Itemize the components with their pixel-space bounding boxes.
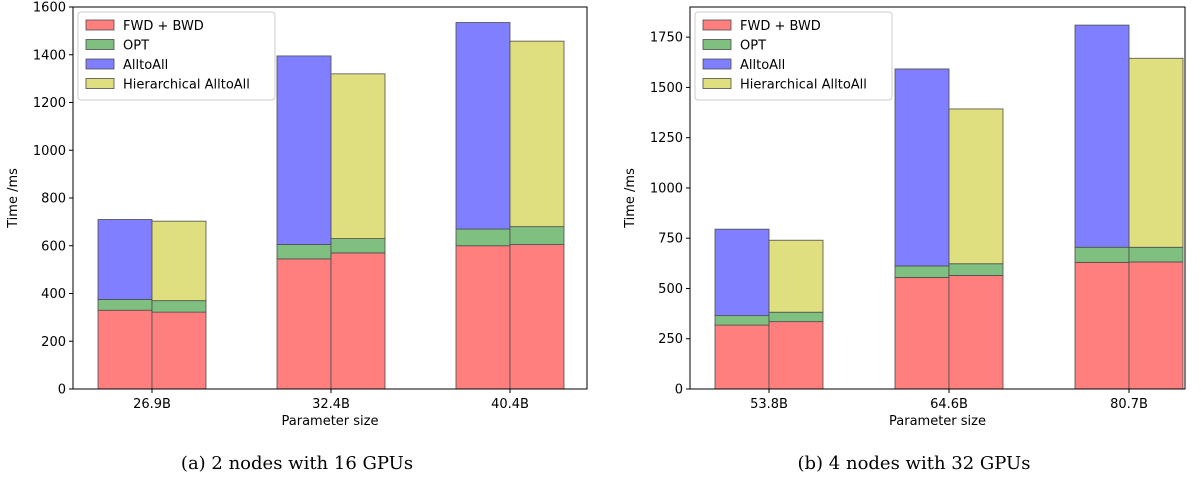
legend-swatch-1 [85, 39, 115, 50]
bar-hierarchical-hierarchical-alltoall-1 [330, 73, 386, 239]
bar-alltoall-alltoall-0 [97, 219, 153, 300]
bar-alltoall-fwd-bwd-0 [97, 309, 153, 390]
bar-hierarchical-opt-0 [768, 311, 824, 323]
x-axis-label: Parameter size [282, 414, 379, 429]
legend-label-3: Hierarchical AlltoAll [123, 78, 250, 93]
bar-alltoall-alltoall-2 [1074, 24, 1130, 248]
y-tick-label: 1000 [650, 181, 683, 196]
legend-swatch-1 [702, 39, 732, 50]
legend-label-3: Hierarchical AlltoAll [740, 78, 867, 93]
bar-alltoall-alltoall-2 [455, 22, 511, 230]
y-tick-label: 400 [41, 287, 66, 302]
bar-alltoall-fwd-bwd-1 [276, 258, 332, 390]
bar-alltoall-opt-2 [455, 228, 511, 247]
bar-alltoall-fwd-bwd-2 [1074, 261, 1130, 390]
bar-hierarchical-fwd-bwd-1 [948, 275, 1004, 390]
y-axis-label: Time /ms [623, 168, 638, 229]
bar-hierarchical-fwd-bwd-2 [509, 244, 565, 390]
bar-alltoall-opt-2 [1074, 246, 1130, 263]
legend-swatch-0 [85, 19, 115, 31]
bar-hierarchical-hierarchical-alltoall-0 [151, 220, 207, 302]
bar-alltoall-fwd-bwd-0 [714, 324, 770, 390]
legend-label-1: OPT [740, 39, 766, 54]
y-tick-label: 0 [675, 383, 683, 398]
legend-swatch-3 [702, 78, 732, 89]
legend-box [694, 11, 893, 101]
legend-swatch-2 [702, 58, 732, 70]
bar-hierarchical-opt-2 [1128, 246, 1184, 263]
y-tick-label: 600 [41, 239, 66, 254]
bar-hierarchical-fwd-bwd-0 [151, 311, 207, 390]
bar-alltoall-opt-1 [276, 244, 332, 260]
y-tick-label: 800 [41, 192, 66, 207]
y-tick-label: 1000 [33, 144, 66, 159]
x-axis-label: Parameter size [889, 414, 986, 429]
bar-hierarchical-opt-1 [948, 263, 1004, 276]
x-tick-label: 80.7B [1110, 397, 1148, 412]
x-tick-label: 26.9B [133, 397, 171, 412]
y-tick-label: 1200 [33, 96, 66, 111]
bar-hierarchical-hierarchical-alltoall-1 [948, 108, 1004, 265]
bar-hierarchical-hierarchical-alltoall-2 [1128, 57, 1184, 248]
y-tick-label: 500 [658, 282, 683, 297]
y-tick-label: 1500 [650, 81, 683, 96]
legend-label-0: FWD + BWD [123, 19, 204, 34]
caption-b: (b) 4 nodes with 32 GPUs [798, 453, 1031, 474]
bar-hierarchical-opt-2 [509, 226, 565, 245]
bar-hierarchical-opt-0 [151, 300, 207, 313]
bar-alltoall-opt-1 [894, 265, 950, 278]
x-tick-label: 32.4B [312, 397, 350, 412]
bar-alltoall-opt-0 [714, 315, 770, 326]
legend-swatch-0 [702, 19, 732, 31]
axes-frame [689, 6, 1186, 390]
y-tick-label: 1250 [650, 131, 683, 146]
x-tick-label: 53.8B [750, 397, 788, 412]
y-tick-label: 250 [658, 332, 683, 347]
bar-alltoall-alltoall-1 [276, 55, 332, 245]
legend-box [77, 11, 276, 101]
y-tick-label: 200 [41, 335, 66, 350]
y-axis-label: Time /ms [6, 168, 21, 229]
bar-alltoall-fwd-bwd-1 [894, 277, 950, 390]
y-tick-label: 1750 [650, 31, 683, 46]
legend-swatch-2 [85, 58, 115, 70]
caption-a: (a) 2 nodes with 16 GPUs [181, 453, 413, 474]
y-tick-label: 0 [58, 383, 66, 398]
bar-hierarchical-hierarchical-alltoall-2 [509, 40, 565, 228]
bar-hierarchical-opt-1 [330, 238, 386, 254]
bar-hierarchical-fwd-bwd-0 [768, 321, 824, 390]
y-tick-label: 1600 [33, 1, 66, 16]
bar-alltoall-alltoall-0 [714, 228, 770, 317]
legend-label-2: AlltoAll [740, 58, 785, 73]
bar-alltoall-opt-0 [97, 299, 153, 311]
legend-label-0: FWD + BWD [740, 19, 821, 34]
bar-hierarchical-fwd-bwd-2 [1128, 261, 1184, 390]
bar-hierarchical-fwd-bwd-1 [330, 252, 386, 390]
legend-label-1: OPT [123, 39, 149, 54]
bar-alltoall-fwd-bwd-2 [455, 245, 511, 390]
bar-alltoall-alltoall-1 [894, 68, 950, 267]
y-tick-label: 1400 [33, 48, 66, 63]
x-tick-label: 64.6B [930, 397, 968, 412]
chart-a: 0 200 400 600 800 1000 1200 1400 1600 26.9B 32.4B 4… [6, 1, 588, 429]
chart-b: 0 250 500 750 1000 1250 1500 1750 53.8B 64.6B 80.7… [623, 6, 1186, 429]
legend-swatch-3 [85, 78, 115, 89]
x-tick-label: 40.4B [491, 397, 529, 412]
y-tick-label: 750 [658, 232, 683, 247]
bar-hierarchical-hierarchical-alltoall-0 [768, 239, 824, 313]
legend-label-2: AlltoAll [123, 58, 168, 73]
